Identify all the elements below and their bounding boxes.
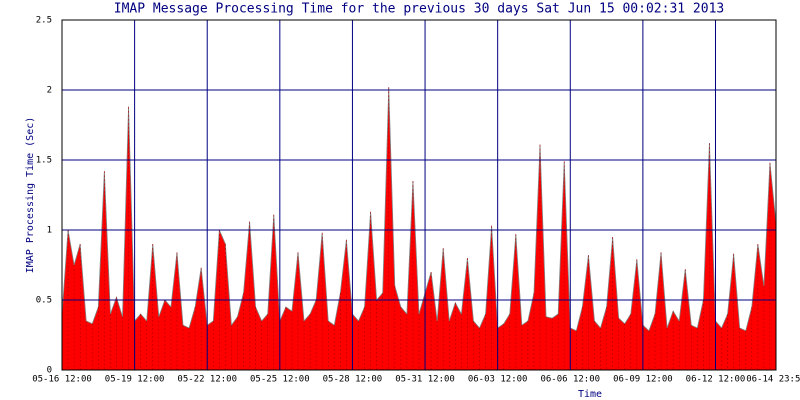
y-tick-label: 2 (47, 86, 52, 96)
x-axis-title: Time (578, 389, 602, 400)
y-tick-label: 0 (47, 366, 52, 376)
x-tick-label: 06-03 12:00 (468, 375, 528, 385)
plot-frame (61, 19, 777, 371)
y-tick-label: 2.5 (36, 16, 52, 26)
x-tick-label: 05-28 12:00 (323, 375, 383, 385)
x-tick-label: 05-31 12:00 (395, 375, 455, 385)
x-tick-label: 05-19 12:00 (105, 375, 165, 385)
y-tick-label: 0.5 (36, 296, 52, 306)
y-tick-label: 1 (47, 226, 52, 236)
y-axis-title: IMAP Processing Time (Sec) (25, 117, 36, 274)
area (61, 87, 777, 371)
x-tick-label: 05-22 12:00 (177, 375, 237, 385)
x-tick-label: 06-12 12:00 (686, 375, 746, 385)
x-tick-label: 06-09 12:00 (613, 375, 673, 385)
x-tick-label: 05-16 12:00 (32, 375, 92, 385)
x-tick-label: 06-14 23:50 (746, 375, 800, 385)
plot-area: 0 0.5 1 1.5 2 2.5 05-16 12:00 05-19 12:00 05-22 … (32, 16, 800, 385)
y-tick-label: 1.5 (36, 156, 52, 166)
chart-title: IMAP Message Processing Time for the pre… (114, 2, 724, 17)
x-tick-label: 05-25 12:00 (250, 375, 310, 385)
x-tick-label: 06-06 12:00 (540, 375, 600, 385)
